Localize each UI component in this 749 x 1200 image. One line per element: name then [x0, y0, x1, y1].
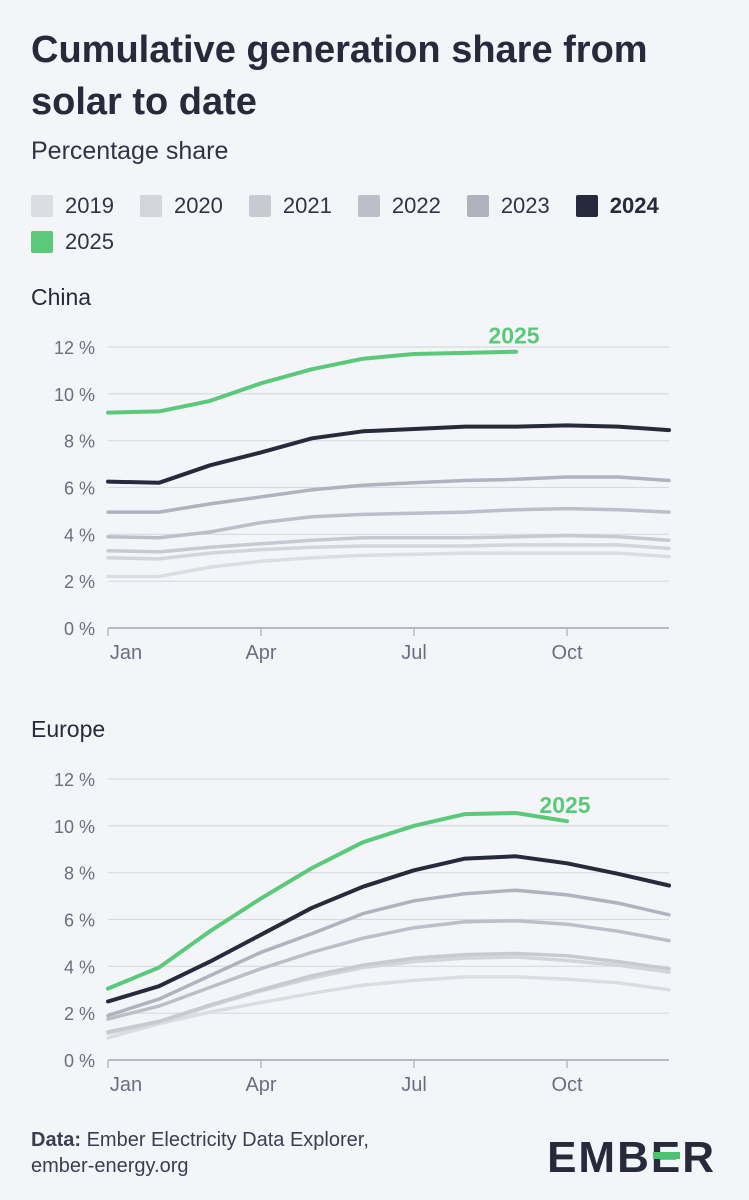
series-line-2019 — [106, 551, 671, 579]
legend-label: 2024 — [609, 193, 659, 218]
y-tick-label: 6 % — [64, 479, 95, 499]
x-tick-label: Apr — [245, 642, 276, 664]
legend-label: 2025 — [65, 229, 114, 254]
footer-source-line1: Ember Electricity Data Explorer, — [81, 1129, 369, 1151]
legend-label: 2023 — [500, 193, 550, 218]
legend-swatch — [466, 195, 489, 217]
legend-label: 2021 — [282, 193, 332, 218]
y-tick-label: 10 % — [54, 817, 95, 837]
series-line-2024 — [106, 423, 671, 485]
y-tick-label: 0 % — [64, 619, 95, 639]
china-chart: 0 % 2 % 4 % 6 % 8 % 10 % 12 % Jan Apr Jul Oct 2025 — [54, 323, 671, 664]
logo-text-c: R — [682, 1133, 716, 1182]
y-tick-label: 8 % — [64, 432, 95, 452]
x-tick-label: Oct — [551, 642, 583, 664]
legend-item-2022: 2022 — [357, 193, 441, 219]
ember-logo: EMBER — [547, 1133, 716, 1183]
x-tick-label: Jan — [110, 1074, 142, 1096]
series-line-2019 — [106, 975, 671, 1040]
y-tick-label: 8 % — [64, 864, 95, 884]
chart-title-europe: Europe — [31, 716, 106, 742]
logo-accent-bar — [652, 1152, 681, 1159]
europe-chart: 0 % 2 % 4 % 6 % 8 % 10 % 12 % Jan Apr Jul Oct 2025 — [54, 770, 671, 1096]
legend-swatch — [31, 231, 53, 253]
series-line-2023 — [106, 888, 671, 1018]
y-tick-label: 0 % — [64, 1051, 95, 1071]
series-line-2024 — [106, 854, 671, 1004]
footer-source: Data: Ember Electricity Data Explorer, e… — [31, 1127, 369, 1179]
x-tick-label: Jul — [401, 642, 427, 664]
legend-item-2025: 2025 — [31, 229, 114, 255]
y-tick-label: 2 % — [64, 572, 95, 592]
legend-item-2023: 2023 — [466, 193, 550, 219]
series-end-label: 2025 — [539, 792, 590, 818]
series-line-2021 — [106, 533, 671, 554]
legend-label: 2020 — [173, 193, 223, 218]
y-tick-label: 6 % — [64, 911, 95, 931]
page-title: Cumulative generation share from solar t… — [31, 29, 648, 123]
legend: 2019 2020 2021 2022 2023 2024 2025 — [31, 193, 731, 255]
y-tick-label: 12 % — [54, 770, 95, 790]
legend-label: 2022 — [391, 193, 441, 218]
y-tick-label: 4 % — [64, 525, 95, 545]
chart-title-china: China — [31, 284, 92, 310]
series-line-2025 — [106, 349, 518, 415]
y-tick-label: 10 % — [54, 385, 95, 405]
footer-source-line2: ember-energy.org — [31, 1155, 189, 1177]
legend-swatch — [139, 195, 162, 217]
legend-item-2019: 2019 — [31, 193, 114, 219]
logo-accent-letter: E — [651, 1133, 682, 1183]
x-tick-label: Oct — [551, 1074, 583, 1096]
x-tick-label: Apr — [245, 1074, 276, 1096]
page-subtitle: Percentage share — [31, 137, 229, 165]
legend-item-2024: 2024 — [575, 193, 659, 219]
legend-item-2020: 2020 — [139, 193, 223, 219]
series-end-label: 2025 — [488, 323, 539, 349]
legend-swatch — [31, 195, 53, 217]
x-tick-label: Jan — [110, 642, 142, 664]
x-tick-label: Jul — [401, 1074, 427, 1096]
legend-swatch — [248, 195, 271, 217]
series-line-2025 — [106, 811, 569, 991]
legend-label: 2019 — [65, 193, 114, 218]
series-line-2023 — [106, 475, 671, 514]
y-tick-label: 2 % — [64, 1004, 95, 1024]
legend-swatch — [575, 195, 598, 217]
series-line-2022 — [106, 506, 671, 540]
series-line-2020 — [106, 543, 671, 561]
footer-data-label: Data: — [31, 1129, 82, 1151]
logo-text-a: EMB — [547, 1133, 651, 1182]
series-line-2022 — [106, 918, 671, 1021]
y-tick-label: 4 % — [64, 957, 95, 977]
series-line-2021 — [106, 951, 671, 1034]
legend-swatch — [357, 195, 380, 217]
legend-item-2021: 2021 — [248, 193, 332, 219]
y-tick-label: 12 % — [54, 338, 95, 358]
